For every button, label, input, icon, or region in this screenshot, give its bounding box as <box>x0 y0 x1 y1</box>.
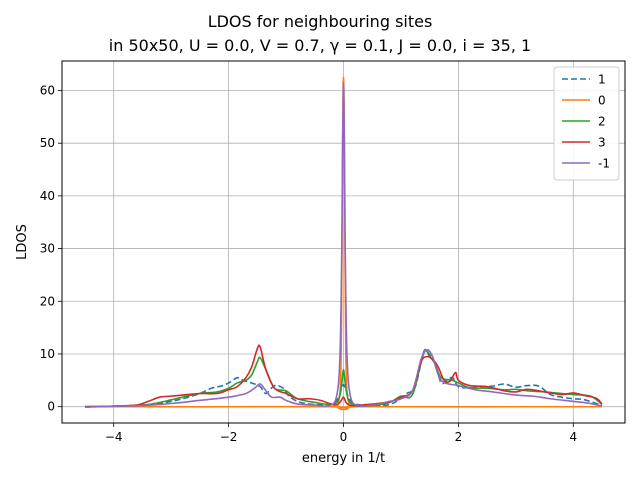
y-tick-label: 60 <box>40 84 55 98</box>
legend-label-2: 2 <box>598 115 606 129</box>
legend-label-0: 0 <box>598 94 606 108</box>
x-tick-label: 4 <box>569 430 577 444</box>
legend-box <box>553 66 620 181</box>
y-tick-label: 30 <box>40 242 55 256</box>
y-axis-label: LDOS <box>15 224 30 260</box>
chart-title-line-2: in 50x50, U = 0.0, V = 0.7, γ = 0.1, J =… <box>108 36 532 55</box>
x-tick-label: 0 <box>340 430 348 444</box>
y-tick-label: 20 <box>40 294 55 308</box>
y-tick-label: 10 <box>40 347 55 361</box>
legend-label-3: 3 <box>598 136 606 150</box>
legend: 1 0 2 3 -1 <box>553 66 620 181</box>
legend-label--1: -1 <box>598 157 610 171</box>
series-line-3 <box>84 344 603 408</box>
plot-series <box>84 76 603 411</box>
legend-label-1: 1 <box>598 73 606 87</box>
x-tick-label: 2 <box>455 430 463 444</box>
series-line-0 <box>84 76 603 411</box>
x-tick-label: −4 <box>105 430 123 444</box>
chart-title-line-1: LDOS for neighbouring sites <box>207 12 433 31</box>
x-tick-label: −2 <box>220 430 238 444</box>
y-tick-label: 40 <box>40 189 55 203</box>
y-tick-label: 0 <box>47 400 55 414</box>
x-axis-label: energy in 1/t <box>302 451 385 466</box>
y-tick-label: 50 <box>40 136 55 150</box>
series-line--1 <box>84 81 603 408</box>
